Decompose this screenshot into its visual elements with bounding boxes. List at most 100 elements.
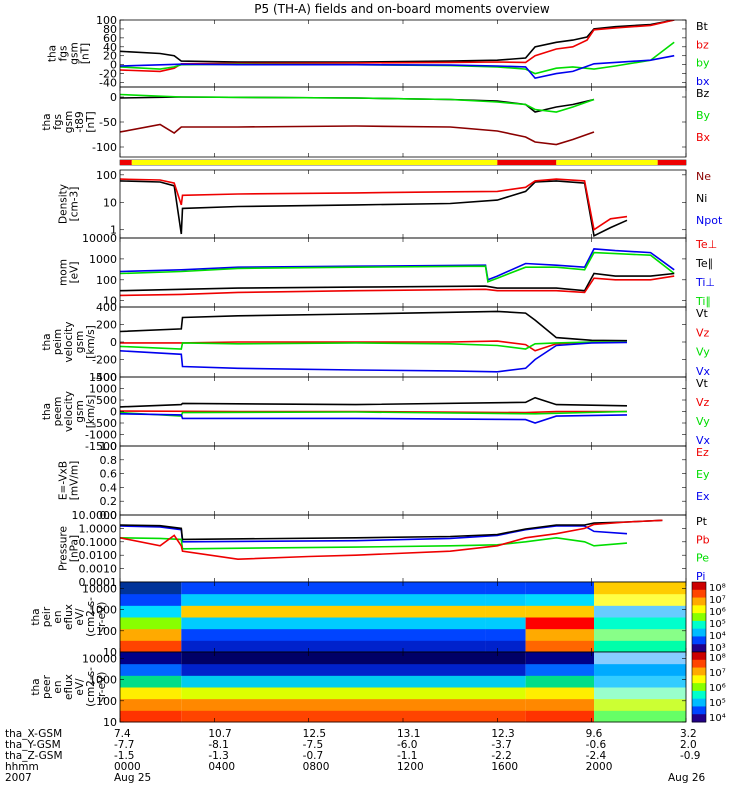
spectrogram-cell xyxy=(525,687,595,700)
y-tick-label: 10 xyxy=(103,646,117,659)
orbit-annotation: tha_X-GSM 7.4 10.7 12.5 13.1 12.3 9.6 3.2 tha_Y-… xyxy=(5,728,706,784)
spectrogram-cell xyxy=(594,605,686,618)
colorbar-cell xyxy=(692,698,706,707)
spectrogram-cell xyxy=(181,617,486,630)
spectrogram-cell xyxy=(120,710,182,723)
orbit-value: 3.2 xyxy=(680,728,697,740)
spectrogram-cell xyxy=(594,628,686,641)
orbit-value: -1.5 xyxy=(114,750,135,762)
colorbar-cell xyxy=(692,706,706,715)
y-axis-label: tha xyxy=(30,608,42,625)
y-tick-label: 1500 xyxy=(89,371,117,384)
y-tick-label: 80 xyxy=(103,23,117,36)
spectrogram-cell xyxy=(594,675,686,688)
colorbar-cell xyxy=(692,589,706,599)
mode-bar-segment xyxy=(556,160,658,165)
spectrogram-cell xyxy=(181,687,526,700)
series-Bx xyxy=(120,123,595,146)
legend-entry: Ey xyxy=(696,468,710,481)
y-axis-label: [eV] xyxy=(69,262,81,284)
series-bx xyxy=(120,54,675,79)
series-By xyxy=(120,93,595,113)
y-axis-label: tha xyxy=(30,678,42,695)
y-axis-label: tha xyxy=(41,403,53,420)
y-tick-label: 1000 xyxy=(89,604,117,617)
spectrogram-cell xyxy=(485,617,526,630)
spectrogram-cell xyxy=(181,628,486,641)
legend-entry: Ez xyxy=(696,446,709,459)
colorbar-cell xyxy=(692,605,706,614)
colorbar-cell xyxy=(692,659,706,669)
colorbar-cell xyxy=(692,613,706,622)
panel-mom_temps: 10000 1000 100 10 mom [eV] Te⊥ Te∥ Ti⊥ Ti∥ xyxy=(58,232,718,308)
legend-entry: Bt xyxy=(696,20,709,33)
y-tick-label: 20 xyxy=(103,50,117,63)
legend-entry: Ni xyxy=(696,192,707,205)
colorbar-label: 10⁵ xyxy=(709,698,726,709)
series-Bt xyxy=(120,20,675,63)
spectrogram-cell xyxy=(120,582,182,595)
y-axis-label: [nT] xyxy=(80,43,92,64)
legend-entry: Vy xyxy=(696,346,710,359)
series-Vt xyxy=(120,396,628,408)
y-tick-label: 1000 xyxy=(89,383,117,396)
colorbar-label: 10⁴ xyxy=(709,631,726,642)
y-axis-label: gsm xyxy=(74,400,86,422)
legend-entry: Pt xyxy=(696,515,708,528)
mode-bar-segment xyxy=(657,160,686,165)
orbit-value: 1600 xyxy=(491,761,518,773)
y-axis-label: [km/s] xyxy=(85,395,97,429)
legend-entry: Vt xyxy=(696,307,709,320)
colorbar-label: 10⁶ xyxy=(709,683,726,694)
spectrogram-cell xyxy=(525,698,595,711)
y-tick-label: 500 xyxy=(96,394,117,407)
spectrogram-cell xyxy=(594,652,686,665)
date-left: Aug 25 xyxy=(114,772,151,784)
y-axis-label: Pressure xyxy=(58,526,70,571)
spectrogram-cell xyxy=(485,593,526,606)
orbit-value: -2.4 xyxy=(586,750,607,762)
spectrogram-cell xyxy=(594,617,686,630)
spectrogram-cell xyxy=(181,605,486,618)
y-tick-label: 1000 xyxy=(89,674,117,687)
spectrogram-cell xyxy=(594,593,686,606)
y-axis-label: E=-VxB xyxy=(58,461,70,500)
colorbar-label: 10⁶ xyxy=(709,607,726,618)
colorbar-label: 10⁷ xyxy=(709,668,726,679)
legend-entry: Bz xyxy=(696,87,710,100)
series-Vx xyxy=(120,413,628,424)
y-tick-label: 0.0001 xyxy=(79,576,118,589)
spectrogram-cell xyxy=(120,687,182,700)
y-axis-label: tha xyxy=(41,113,53,130)
y-axis-label: eV/ xyxy=(74,608,86,626)
y-tick-label: -40 xyxy=(99,77,117,90)
y-tick-label: 100 xyxy=(96,695,117,708)
spectrogram-cell xyxy=(181,640,486,653)
colorbar-label: 10³ xyxy=(709,643,726,654)
legend-entry: Vx xyxy=(696,365,711,378)
y-axis-label: en xyxy=(52,680,64,693)
legend-entry: by xyxy=(696,57,710,70)
y-tick-label: 10000 xyxy=(82,652,117,665)
y-tick-label: 0 xyxy=(110,336,117,349)
orbit-value: 7.4 xyxy=(114,728,131,740)
series-Pt xyxy=(120,519,663,541)
orbit-value: 12.3 xyxy=(491,728,514,740)
date-right: Aug 26 xyxy=(668,772,706,784)
y-tick-label: 0.8 xyxy=(100,454,118,467)
series-Pb xyxy=(120,519,663,561)
y-tick-label: 0.1000 xyxy=(79,536,118,549)
colorbar-cell xyxy=(692,690,706,700)
y-axis-label: (cm2-s- xyxy=(85,667,97,707)
y-tick-label: 0.2 xyxy=(100,495,118,508)
orbit-value: -0.7 xyxy=(303,750,324,762)
y-axis-label: [km/s] xyxy=(85,325,97,359)
orbit-value: -3.7 xyxy=(491,739,512,751)
y-axis-label: eV/ xyxy=(74,678,86,696)
y-tick-label: -50 xyxy=(99,116,117,129)
y-tick-label: 10 xyxy=(103,196,117,209)
spectrogram-cell xyxy=(485,605,526,618)
panel-frame xyxy=(119,445,687,516)
